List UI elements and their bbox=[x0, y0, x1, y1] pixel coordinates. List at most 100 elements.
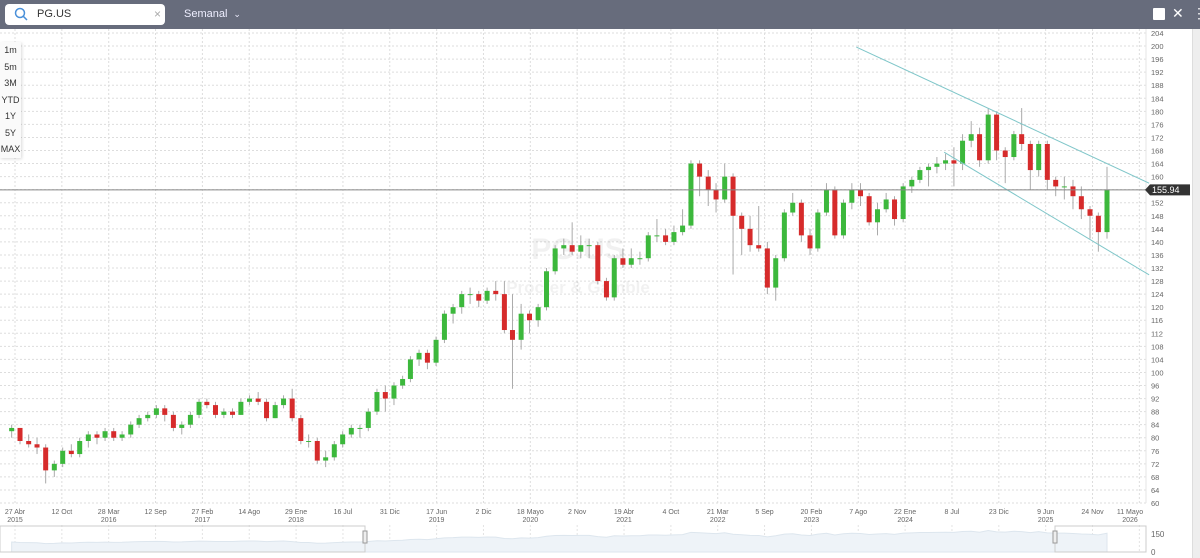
range-1m-button[interactable]: 1m bbox=[4, 45, 17, 55]
x-tick-label: 5 Sep bbox=[755, 509, 773, 516]
candle-body bbox=[1104, 189, 1110, 233]
candle-body bbox=[400, 378, 406, 386]
y-tick-label: 92 bbox=[1151, 395, 1159, 404]
more-vertical-icon[interactable]: ⋮ bbox=[1192, 5, 1200, 21]
candle-body bbox=[595, 245, 601, 282]
candle-body bbox=[713, 189, 719, 200]
candle-body bbox=[943, 160, 949, 164]
candle-body bbox=[238, 401, 244, 415]
candle-body bbox=[441, 313, 447, 340]
range-5y-button[interactable]: 5Y bbox=[4, 127, 16, 138]
candle-body bbox=[34, 444, 40, 448]
candle-body bbox=[119, 434, 125, 438]
candle-body bbox=[196, 401, 202, 415]
trendline[interactable] bbox=[856, 46, 1150, 184]
clear-icon[interactable]: × bbox=[154, 7, 162, 21]
range-3m-button[interactable]: 3M bbox=[4, 78, 17, 88]
candle-body bbox=[807, 235, 813, 249]
candle-body bbox=[620, 258, 626, 265]
y-tick-label: 144 bbox=[1151, 225, 1164, 234]
x-tick-label: 2 Nov bbox=[568, 509, 587, 516]
candle-body bbox=[968, 134, 974, 141]
candle-body bbox=[1061, 186, 1067, 188]
watermark-name: Procter & Gamble bbox=[506, 278, 650, 297]
candle-body bbox=[790, 202, 796, 213]
candle-body bbox=[433, 339, 439, 363]
candle-body bbox=[1053, 179, 1059, 187]
candle-body bbox=[705, 176, 711, 190]
navigator-handle-right[interactable] bbox=[1052, 530, 1058, 544]
navigator[interactable]: 150 0 bbox=[0, 525, 1165, 557]
x-tick-label: 7 Ago bbox=[849, 509, 867, 516]
y-tick-label: 104 bbox=[1151, 355, 1164, 364]
candle-body bbox=[603, 281, 609, 298]
y-tick-label: 88 bbox=[1151, 408, 1159, 417]
symbol-search-input[interactable]: PG.US × bbox=[5, 4, 165, 25]
candle-body bbox=[111, 431, 117, 438]
range-1y-button[interactable]: 1Y bbox=[4, 111, 16, 121]
candle-body bbox=[26, 441, 32, 445]
y-tick-label: 180 bbox=[1151, 107, 1164, 116]
x-tick-year: 2021 bbox=[616, 517, 632, 524]
y-tick-label: 72 bbox=[1151, 460, 1159, 469]
candle-body bbox=[424, 352, 430, 363]
price-chart[interactable]: PG.US Procter & Gamble 155.94 60 64 68 72 76… bbox=[0, 29, 1192, 558]
trendlines[interactable] bbox=[856, 46, 1150, 276]
candle-body bbox=[331, 444, 337, 458]
candle-body bbox=[128, 424, 134, 435]
candle-body bbox=[926, 166, 932, 171]
candle-body bbox=[892, 199, 898, 220]
x-tick-year: 2025 bbox=[1038, 517, 1054, 524]
interval-dropdown[interactable]: Semanal ⌄ bbox=[184, 8, 241, 20]
y-tick-label: 192 bbox=[1151, 68, 1164, 77]
y-tick-label: 76 bbox=[1151, 447, 1159, 456]
x-tick-label: 9 Jun bbox=[1037, 509, 1054, 516]
y-tick-label: 176 bbox=[1151, 120, 1164, 129]
x-tick-year: 2023 bbox=[804, 517, 820, 524]
candle-body bbox=[917, 170, 923, 180]
image-icon[interactable] bbox=[1153, 8, 1165, 20]
y-tick-label: 80 bbox=[1151, 434, 1159, 443]
candle-body bbox=[407, 359, 413, 379]
candle-body bbox=[934, 163, 940, 167]
y-tick-label: 96 bbox=[1151, 382, 1159, 391]
candle-body bbox=[9, 427, 15, 432]
navigator-handle-left[interactable] bbox=[362, 530, 368, 544]
candle-body bbox=[314, 441, 320, 461]
range-ytd-button[interactable]: YTD bbox=[1, 94, 20, 105]
candle-body bbox=[323, 457, 329, 461]
candle-body bbox=[255, 398, 261, 402]
range-5m-button[interactable]: 5m bbox=[4, 61, 17, 72]
y-tick-label: 68 bbox=[1151, 473, 1159, 482]
candle-body bbox=[340, 434, 346, 445]
candle-body bbox=[832, 189, 838, 236]
candle-body bbox=[281, 398, 287, 406]
candle-body bbox=[697, 163, 703, 177]
candle-body bbox=[909, 179, 915, 187]
candle-body bbox=[1044, 143, 1050, 180]
candle-body bbox=[230, 411, 236, 415]
candle-body bbox=[289, 398, 295, 419]
candle-body bbox=[1002, 150, 1008, 158]
candle-body bbox=[883, 199, 889, 210]
close-icon[interactable]: ✕ bbox=[1172, 5, 1184, 21]
y-tick-label: 112 bbox=[1151, 329, 1163, 338]
candle-body bbox=[1095, 215, 1101, 233]
x-tick-label: 18 Mayo bbox=[517, 509, 544, 516]
grid bbox=[0, 29, 1147, 552]
range-selector: 1m 5m 3M YTD 1Y 5Y MAX bbox=[0, 42, 21, 158]
candle-body bbox=[365, 411, 371, 428]
candle-body bbox=[680, 225, 686, 233]
candle-body bbox=[484, 290, 490, 301]
trendline[interactable] bbox=[943, 151, 1150, 276]
candle-body bbox=[1019, 134, 1025, 144]
candle-body bbox=[628, 258, 634, 265]
watermark: PG.US Procter & Gamble bbox=[506, 233, 650, 297]
y-tick-label: 140 bbox=[1151, 238, 1164, 247]
y-tick-label: 108 bbox=[1151, 342, 1164, 351]
candle-body bbox=[348, 427, 354, 435]
candle-body bbox=[68, 450, 74, 455]
candle-body bbox=[849, 189, 855, 203]
range-max-button[interactable]: MAX bbox=[0, 144, 21, 154]
scrollbar[interactable] bbox=[1192, 29, 1200, 558]
